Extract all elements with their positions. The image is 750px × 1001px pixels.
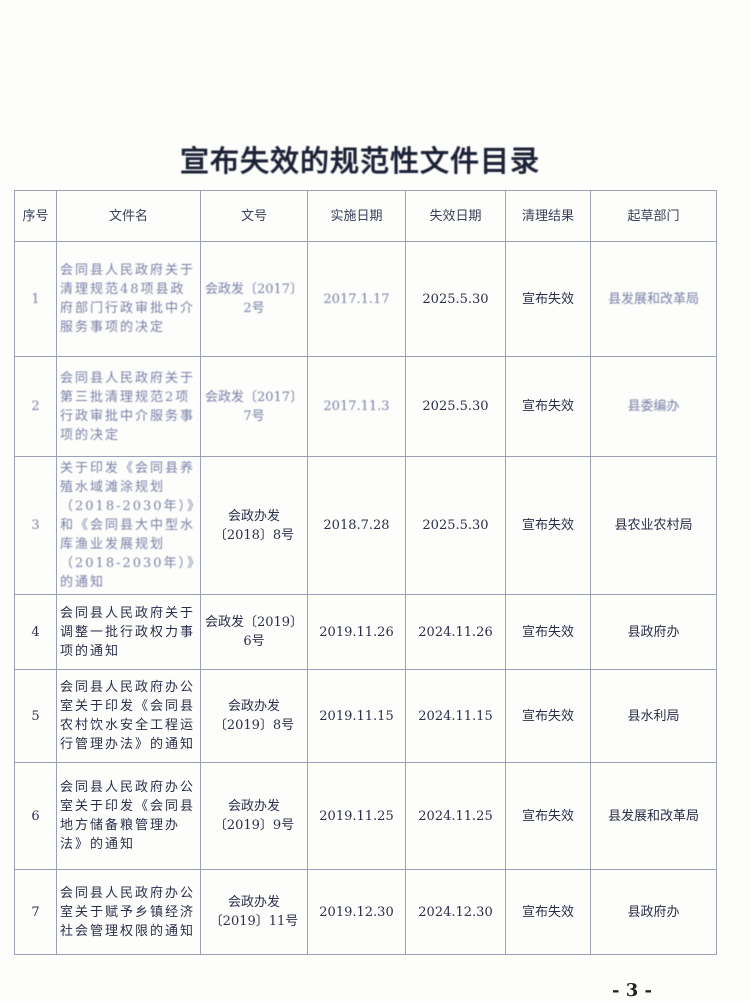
cell-doc: 会政办发〔2019〕8号 — [200, 669, 308, 763]
cell-dept: 县发展和改革局 — [590, 241, 717, 357]
cell-end: 2025.5.30 — [405, 456, 506, 595]
cell-dept: 县水利局 — [590, 669, 717, 763]
cell-result: 宣布失效 — [505, 594, 591, 670]
document-table: 序号 文件名 文号 实施日期 失效日期 清理结果 起草部门 1 会同县人民政府关于… — [14, 190, 717, 955]
table-row: 7 会同县人民政府办公室关于赋予乡镇经济社会管理权限的通知 会政办发〔2019〕11… — [14, 869, 717, 955]
cell-result: 宣布失效 — [505, 456, 591, 595]
cell-name: 会同县人民政府办公室关于印发《会同县地方储备粮管理办法》的通知 — [56, 762, 201, 870]
cell-start: 2017.1.17 — [307, 241, 406, 357]
cell-doc: 会政发〔2017〕7号 — [200, 356, 308, 457]
header-no: 序号 — [14, 190, 57, 242]
cell-no: 7 — [14, 869, 57, 955]
header-doc: 文号 — [200, 190, 308, 242]
cell-dept: 县政府办 — [590, 594, 717, 670]
cell-start: 2017.11.3 — [307, 356, 406, 457]
cell-end: 2024.11.15 — [405, 669, 506, 763]
header-start: 实施日期 — [307, 190, 406, 242]
table-row: 5 会同县人民政府办公室关于印发《会同县农村饮水安全工程运行管理办法》的通知 会政办… — [14, 669, 717, 763]
cell-name: 会同县人民政府关于调整一批行政权力事项的通知 — [56, 594, 201, 670]
cell-start: 2019.12.30 — [307, 869, 406, 955]
cell-end: 2024.12.30 — [405, 869, 506, 955]
cell-dept: 县农业农村局 — [590, 456, 717, 595]
header-dept: 起草部门 — [590, 190, 717, 242]
cell-doc: 会政办发〔2019〕9号 — [200, 762, 308, 870]
cell-end: 2024.11.26 — [405, 594, 506, 670]
header-result: 清理结果 — [505, 190, 591, 242]
cell-result: 宣布失效 — [505, 869, 591, 955]
cell-doc: 会政发〔2017〕2号 — [200, 241, 308, 357]
cell-start: 2019.11.26 — [307, 594, 406, 670]
cell-doc: 会政办发〔2019〕11号 — [200, 869, 308, 955]
cell-start: 2019.11.25 — [307, 762, 406, 870]
header-end: 失效日期 — [405, 190, 506, 242]
cell-result: 宣布失效 — [505, 241, 591, 357]
table-header-row: 序号 文件名 文号 实施日期 失效日期 清理结果 起草部门 — [14, 190, 717, 242]
cell-end: 2025.5.30 — [405, 356, 506, 457]
cell-result: 宣布失效 — [505, 669, 591, 763]
cell-doc: 会政发〔2019〕6号 — [200, 594, 308, 670]
header-name: 文件名 — [56, 190, 201, 242]
table-row: 2 会同县人民政府关于第三批清理规范2项行政审批中介服务事项的决定 会政发〔2017… — [14, 356, 717, 457]
cell-no: 2 — [14, 356, 57, 457]
cell-no: 1 — [14, 241, 57, 357]
page-title: 宣布失效的规范性文件目录 — [179, 144, 540, 178]
cell-no: 4 — [14, 594, 57, 670]
cell-name: 会同县人民政府关于清理规范48项县政府部门行政审批中介服务事项的决定 — [56, 241, 201, 357]
page-number: - 3 - — [612, 980, 652, 1001]
cell-name: 会同县人民政府关于第三批清理规范2项行政审批中介服务事项的决定 — [56, 356, 201, 457]
cell-dept: 县政府办 — [590, 869, 717, 955]
cell-dept: 县委编办 — [590, 356, 717, 457]
cell-dept: 县发展和改革局 — [590, 762, 717, 870]
table-row: 3 关于印发《会同县养殖水域滩涂规划（2018-2030年）》和《会同县大中型水库… — [14, 456, 717, 595]
cell-no: 6 — [14, 762, 57, 870]
cell-start: 2018.7.28 — [307, 456, 406, 595]
cell-end: 2024.11.25 — [405, 762, 506, 870]
table-row: 1 会同县人民政府关于清理规范48项县政府部门行政审批中介服务事项的决定 会政发〔2… — [14, 241, 717, 357]
cell-no: 3 — [14, 456, 57, 595]
table-row: 4 会同县人民政府关于调整一批行政权力事项的通知 会政发〔2019〕6号 2019.1… — [14, 594, 717, 670]
cell-name: 会同县人民政府办公室关于印发《会同县农村饮水安全工程运行管理办法》的通知 — [56, 669, 201, 763]
cell-start: 2019.11.15 — [307, 669, 406, 763]
cell-doc: 会政办发〔2018〕8号 — [200, 456, 308, 595]
cell-result: 宣布失效 — [505, 762, 591, 870]
cell-name: 关于印发《会同县养殖水域滩涂规划（2018-2030年）》和《会同县大中型水库渔… — [56, 456, 201, 595]
cell-name: 会同县人民政府办公室关于赋予乡镇经济社会管理权限的通知 — [56, 869, 201, 955]
table-row: 6 会同县人民政府办公室关于印发《会同县地方储备粮管理办法》的通知 会政办发〔201… — [14, 762, 717, 870]
cell-no: 5 — [14, 669, 57, 763]
cell-end: 2025.5.30 — [405, 241, 506, 357]
cell-result: 宣布失效 — [505, 356, 591, 457]
